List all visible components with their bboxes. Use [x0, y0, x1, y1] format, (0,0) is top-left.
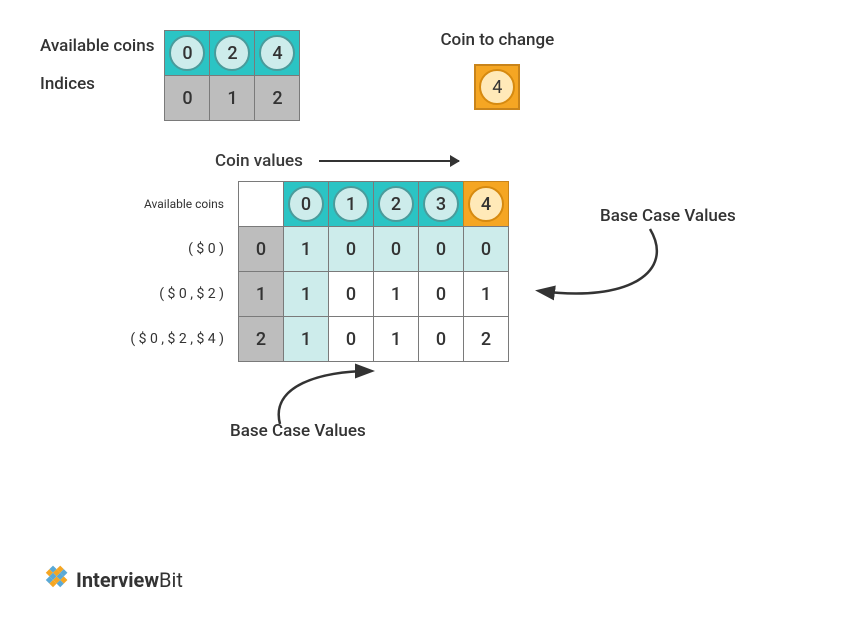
dp-index-cell: 2 — [238, 316, 284, 362]
dp-index-cell: 0 — [238, 226, 284, 272]
dp-header-cell: 1 — [328, 181, 374, 227]
dp-cell: 1 — [373, 316, 419, 362]
dp-cell: 1 — [283, 271, 329, 317]
coin-circle-icon: 0 — [288, 186, 324, 222]
index-cell: 2 — [254, 75, 300, 121]
right-arrow-icon — [319, 160, 459, 162]
indices-row: 0 1 2 — [164, 75, 300, 121]
coin-circle-icon: 0 — [169, 35, 205, 71]
coin-circle-icon: 2 — [378, 186, 414, 222]
top-labels: Available coins Indices — [40, 30, 154, 94]
coin-to-change-cell: 4 — [474, 64, 520, 110]
target-coin-circle-icon: 4 — [479, 69, 515, 105]
row-label: ( $ 0 , $ 2 , $ 4 ) — [120, 316, 230, 362]
coin-circle-icon: 3 — [423, 186, 459, 222]
curve-arrow-bottom-icon — [260, 366, 400, 436]
coin-circle-icon: 1 — [333, 186, 369, 222]
dp-cell: 2 — [463, 316, 509, 362]
dp-row: 2 1 0 1 0 2 — [238, 316, 509, 362]
dp-cell: 1 — [373, 271, 419, 317]
available-coins-label: Available coins — [40, 36, 154, 56]
dp-header-cell: 0 — [283, 181, 329, 227]
logo-icon — [36, 563, 70, 597]
coin-to-change-label: Coin to change — [440, 30, 554, 50]
coin-values-text: Coin values — [215, 151, 303, 171]
dp-header-cell: 3 — [418, 181, 464, 227]
dp-row: 1 1 0 1 0 1 — [238, 271, 509, 317]
coin-cell: 0 — [164, 30, 210, 76]
dp-cell: 0 — [373, 226, 419, 272]
dp-header-target-cell: 4 — [463, 181, 509, 227]
logo-text-1: Interview — [76, 568, 159, 592]
dp-cell: 0 — [463, 226, 509, 272]
coin-circle-icon: 4 — [259, 35, 295, 71]
coin-circle-icon: 2 — [214, 35, 250, 71]
header-row-label: Available coins — [120, 181, 230, 227]
top-section: Available coins Indices 0 2 4 0 1 2 Coin… — [40, 30, 818, 121]
dp-row: 0 1 0 0 0 0 — [238, 226, 509, 272]
interviewbit-logo: InterviewBit — [36, 563, 183, 597]
available-coins-block: Available coins Indices 0 2 4 0 1 2 — [40, 30, 300, 121]
available-coins-row: 0 2 4 — [164, 30, 300, 76]
dp-table: 0 1 2 3 4 0 1 0 0 0 0 1 1 0 1 0 1 — [238, 181, 509, 362]
index-cell: 0 — [164, 75, 210, 121]
row-label: ( $ 0 , $ 2 ) — [120, 271, 230, 317]
dp-header-row: 0 1 2 3 4 — [238, 181, 509, 227]
row-labels: Available coins ( $ 0 ) ( $ 0 , $ 2 ) ( … — [120, 181, 230, 362]
dp-cell: 0 — [418, 316, 464, 362]
coin-to-change-block: Coin to change 4 — [440, 30, 554, 110]
dp-cell: 0 — [418, 226, 464, 272]
dp-corner-cell — [238, 181, 284, 227]
logo-text-2: Bit — [159, 568, 183, 592]
dp-header-cell: 2 — [373, 181, 419, 227]
row-label: ( $ 0 ) — [120, 226, 230, 272]
coin-values-heading: Coin values — [215, 151, 459, 171]
curve-arrow-right-icon — [530, 221, 670, 311]
dp-cell: 0 — [418, 271, 464, 317]
dp-cell: 0 — [328, 271, 374, 317]
target-coin-circle-icon: 4 — [468, 186, 504, 222]
dp-index-cell: 1 — [238, 271, 284, 317]
coin-cell: 2 — [209, 30, 255, 76]
dp-cell: 0 — [328, 226, 374, 272]
coin-cell: 4 — [254, 30, 300, 76]
dp-cell: 0 — [328, 316, 374, 362]
dp-section: Coin values Available coins ( $ 0 ) ( $ … — [40, 181, 818, 362]
dp-cell: 1 — [463, 271, 509, 317]
dp-cell: 1 — [283, 226, 329, 272]
dp-cell: 1 — [283, 316, 329, 362]
coins-table: 0 2 4 0 1 2 — [164, 30, 300, 121]
index-cell: 1 — [209, 75, 255, 121]
indices-label: Indices — [40, 74, 154, 94]
